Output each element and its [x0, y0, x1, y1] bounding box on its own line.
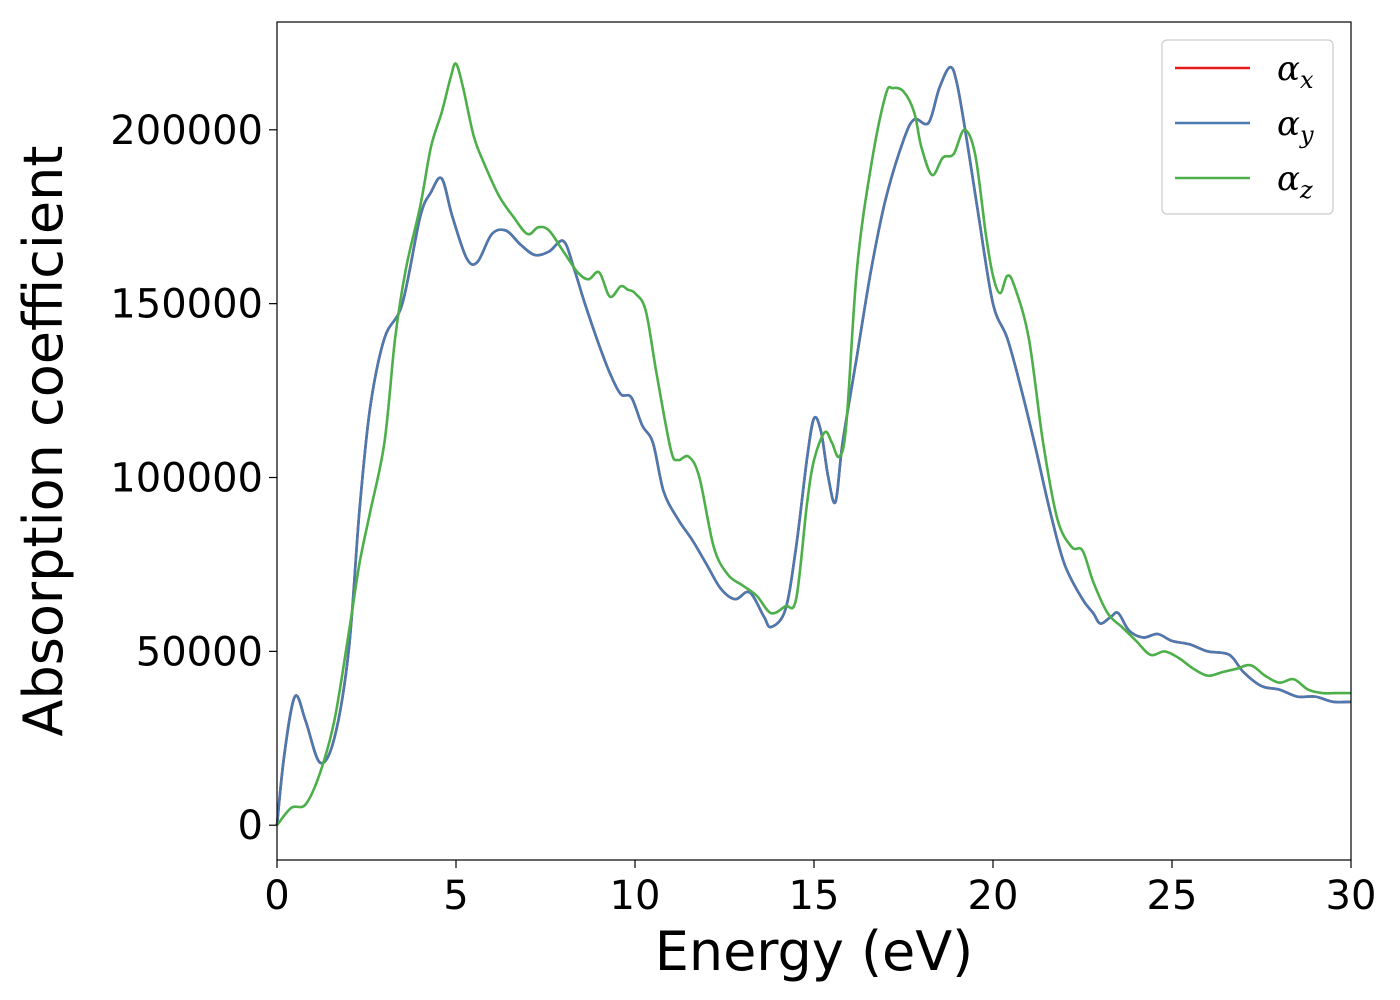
legend-label-x: αx — [1277, 49, 1314, 94]
series-layer — [275, 62, 1352, 827]
x-tick-label: 0 — [264, 873, 289, 919]
x-tick-label: 25 — [1147, 873, 1198, 919]
x-tick-label: 20 — [968, 873, 1019, 919]
x-tick-label: 30 — [1326, 873, 1377, 919]
y-axis: 0 50000 100000 150000 200000 — [110, 108, 277, 849]
y-tick-label: 0 — [238, 803, 263, 849]
y-axis-title: Absorption coefficient — [12, 146, 75, 737]
x-axis-title: Energy (eV) — [655, 920, 974, 983]
x-tick-label: 5 — [443, 873, 468, 919]
series-line-z — [275, 62, 1351, 827]
y-tick-label: 100000 — [110, 456, 263, 502]
y-tick-label: 200000 — [110, 108, 263, 154]
legend-label-y: αy — [1277, 104, 1314, 149]
x-tick-label: 15 — [789, 873, 840, 919]
series-line-y — [275, 65, 1352, 826]
x-axis: 0 5 10 15 20 25 30 — [264, 860, 1376, 919]
x-tick-label: 10 — [610, 873, 661, 919]
y-tick-label: 50000 — [136, 629, 263, 675]
legend-box — [1161, 39, 1334, 215]
y-tick-label: 150000 — [110, 282, 263, 328]
